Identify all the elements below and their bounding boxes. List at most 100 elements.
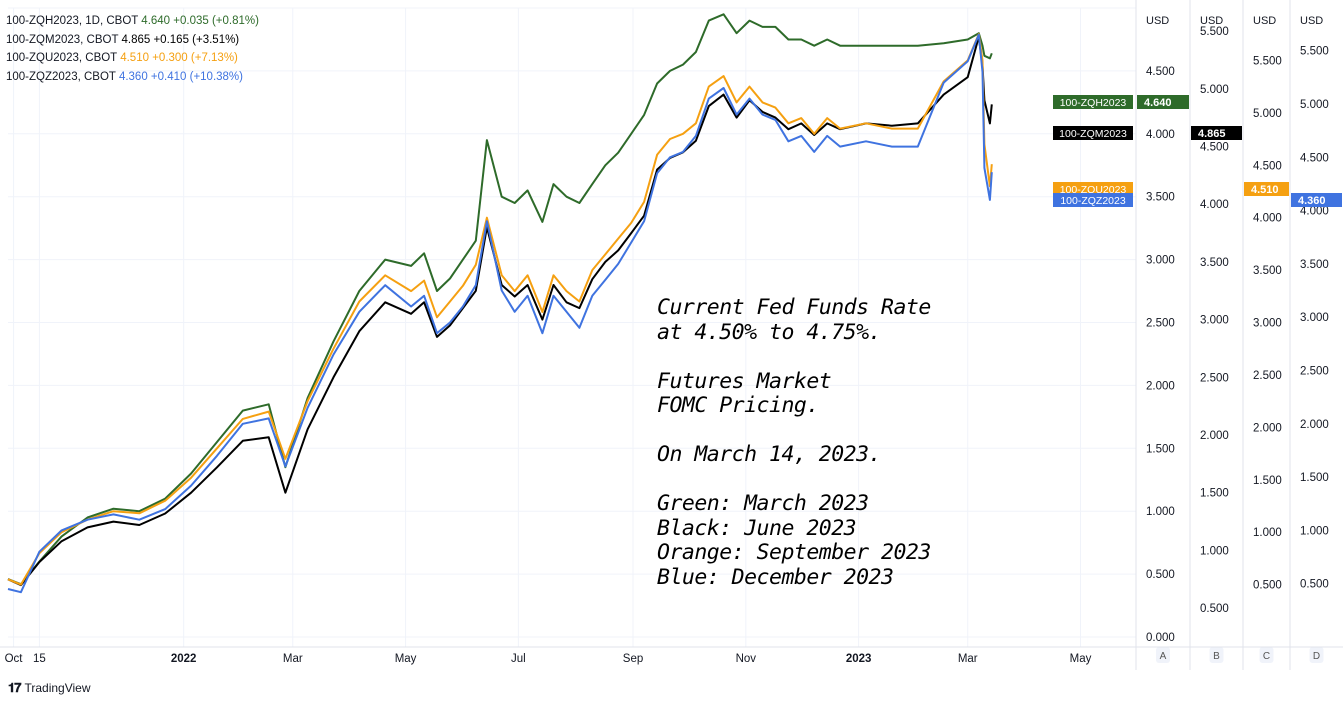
axis-letter-button[interactable] — [1156, 647, 1170, 663]
series-name-tag — [1053, 126, 1133, 140]
axis-tick-label: 0.000 — [1146, 632, 1175, 644]
axis-tick-label: 5.500 — [1300, 46, 1329, 58]
axis-tick-label: 2.500 — [1200, 372, 1229, 384]
axis-tick-label: 4.500 — [1200, 141, 1229, 153]
axis-tick-label: 5.000 — [1300, 99, 1329, 111]
legend-last: 4.360 — [118, 70, 148, 83]
legend-symbol: 100-ZQZ2023, CBOT — [6, 70, 116, 83]
axis-tick-label: 1.500 — [1200, 488, 1229, 500]
axis-tick-label: 3.000 — [1146, 255, 1175, 267]
legend-change: +0.410 (+10.38%) — [150, 70, 243, 83]
axis-tick-label: 1.500 — [1253, 475, 1282, 487]
brand-name: TradingView — [24, 681, 91, 695]
legend-change: +0.035 (+0.81%) — [173, 15, 259, 27]
axis-tick-label: 2.000 — [1253, 422, 1282, 434]
axis-letter-button[interactable] — [1209, 647, 1224, 663]
axis-tick-label: 4.000 — [1146, 129, 1175, 141]
annotation-text: Current Fed Funds Rate at 4.50% to 4.75%… — [657, 295, 931, 590]
time-tick-label: Sep — [623, 653, 643, 665]
series-group — [7, 13, 993, 594]
axis-unit: USD — [1200, 15, 1223, 27]
axis-tick-label: 5.000 — [1200, 84, 1229, 96]
time-tick-label: Mar — [958, 653, 978, 665]
grid — [8, 7, 1136, 647]
brand[interactable]: 𝟏𝟕 TradingView — [8, 680, 91, 696]
time-axis[interactable]: Oct 15 2022 Mar May Jul Sep Nov 2023 Mar May — [5, 653, 1092, 665]
price-tag-value: 4.510 — [1251, 184, 1279, 196]
time-tick-label: 2022 — [171, 653, 197, 665]
price-tag — [1191, 126, 1242, 140]
axis-letter-button[interactable] — [1309, 647, 1324, 663]
legend-row[interactable]: 100-ZQZ2023, CBOT 4.360 +0.410 (+10.38%) — [6, 68, 259, 87]
axis-letter: D — [1313, 651, 1320, 662]
axis-unit: USD — [1300, 15, 1323, 27]
series-name-tag-text: 100-ZQM2023 — [1059, 128, 1127, 140]
legend-row[interactable]: 100-ZQU2023, CBOT 4.510 +0.300 (+7.13%) — [6, 49, 259, 68]
legend-change: +0.165 (+3.51%) — [153, 33, 240, 46]
axis-tick-label: 3.500 — [1146, 192, 1175, 204]
price-tag-value: 4.865 — [1198, 128, 1226, 140]
axis-tick-label: 3.000 — [1200, 315, 1229, 327]
axis-tick-label: 3.500 — [1253, 265, 1282, 277]
axis-tick-label: 1.000 — [1200, 545, 1229, 557]
axis-tick-label: 1.000 — [1146, 506, 1175, 518]
price-tag — [1137, 95, 1189, 109]
legend-symbol: 100-ZQM2023, CBOT — [6, 33, 119, 46]
price-tag-value: 4.640 — [1144, 97, 1172, 109]
axis-tick-label: 3.500 — [1300, 259, 1329, 271]
axis-tick-label: 4.000 — [1300, 206, 1329, 218]
series-name-tag — [1053, 182, 1133, 196]
series-line-100-ZQU2023[interactable] — [7, 33, 993, 586]
axis-tick-label: 1.500 — [1146, 443, 1175, 455]
axis-unit: USD — [1253, 15, 1276, 27]
axis-letter: A — [1160, 651, 1167, 662]
legend-row[interactable]: 100-ZQM2023, CBOT 4.865 +0.165 (+3.51%) — [6, 31, 259, 50]
axis-tick-label: 2.500 — [1300, 365, 1329, 377]
axis-letter-button[interactable] — [1259, 647, 1274, 663]
time-tick-label: May — [1070, 653, 1092, 665]
time-tick-label: May — [395, 653, 417, 665]
axis-tick-label: 0.500 — [1253, 580, 1282, 592]
series-line-100-ZQZ2023[interactable] — [7, 33, 993, 594]
axis-tick-label: 3.000 — [1300, 312, 1329, 324]
axis-letter: C — [1263, 651, 1270, 662]
axis-tick-label: 4.500 — [1146, 66, 1175, 78]
axis-letter: B — [1213, 651, 1220, 662]
axis-tick-label: 5.500 — [1253, 55, 1282, 67]
axis-tick-label: 2.000 — [1200, 430, 1229, 442]
series-name-tag-text: 100-ZQH2023 — [1060, 97, 1127, 109]
legend-change: +0.300 (+7.13%) — [152, 52, 238, 64]
axis-tick-label: 0.500 — [1300, 579, 1329, 591]
legend-symbol: 100-ZQH2023, 1D, CBOT — [6, 15, 139, 27]
series-name-tag — [1053, 95, 1133, 109]
axis-tick-label: 4.500 — [1300, 152, 1329, 164]
time-tick-label: 15 — [33, 653, 46, 665]
time-tick-label: Nov — [736, 653, 757, 665]
time-tick-label: Mar — [283, 653, 303, 665]
axis-unit: USD — [1146, 15, 1169, 27]
axis-tick-label: 1.000 — [1253, 527, 1282, 539]
price-tag — [1291, 193, 1342, 207]
axis-tick-label: 1.500 — [1300, 472, 1329, 484]
legend-last: 4.510 — [120, 52, 149, 64]
legend-row[interactable]: 100-ZQH2023, 1D, CBOT 4.640 +0.035 (+0.8… — [6, 12, 259, 31]
legend-last: 4.640 — [141, 15, 171, 27]
axis-tick-label: 5.500 — [1200, 26, 1229, 38]
series-name-tag-text: 100-ZQZ2023 — [1060, 195, 1126, 207]
legend-last: 4.865 — [121, 33, 151, 46]
axis-tick-label: 4.000 — [1253, 213, 1282, 225]
axis-tick-label: 4.500 — [1253, 160, 1282, 172]
axis-tick-label: 0.500 — [1146, 569, 1175, 581]
series-name-tag — [1053, 193, 1133, 207]
tradingview-logo-icon: 𝟏𝟕 — [8, 680, 22, 695]
legend: 100-ZQH2023, 1D, CBOT 4.640 +0.035 (+0.8… — [6, 12, 259, 86]
series-line-100-ZQH2023[interactable] — [7, 13, 993, 586]
axis-tick-label: 1.000 — [1300, 525, 1329, 537]
axis-tick-label: 0.500 — [1200, 603, 1229, 615]
price-axes[interactable]: USD 0.000 0.500 1.000 1.500 2.000 2.500 3.000 3.… — [0, 0, 1343, 670]
axis-tick-label: 2.000 — [1300, 419, 1329, 431]
axis-tick-label: 2.000 — [1146, 380, 1175, 392]
price-tag — [1244, 182, 1289, 196]
